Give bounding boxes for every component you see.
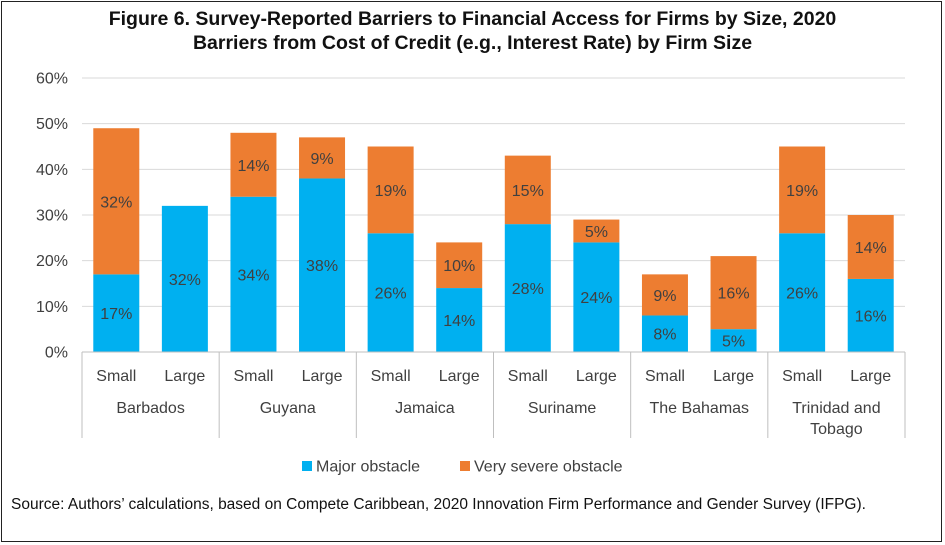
y-tick-label: 20% [36,253,68,270]
bar-major-obstacle [573,242,620,352]
y-tick-label: 60% [36,71,68,88]
data-label-major: 16% [855,308,887,325]
bar-major-obstacle [710,329,757,352]
bar-major-obstacle [641,315,688,352]
data-label-severe: 9% [310,151,333,168]
y-tick-label: 50% [36,116,68,133]
x-group-label: Trinidad and [792,400,880,417]
data-label-severe: 19% [786,183,818,200]
legend-swatch-severe [460,461,470,471]
chart-subtitle: Barriers from Cost of Credit (e.g., Inte… [192,32,753,54]
data-label-severe: 10% [443,258,475,275]
bar-major-obstacle [504,224,551,352]
data-label-major: 34% [237,267,269,284]
data-label-severe: 14% [237,158,269,175]
bar-major-obstacle [367,233,414,352]
data-label-major: 8% [653,327,676,344]
x-category-label: Large [439,368,480,385]
data-label-major: 26% [375,286,407,303]
data-label-severe: 5% [585,224,608,241]
x-category-label: Large [164,368,205,385]
figure-title: Figure 6. Survey-Reported Barriers to Fi… [108,8,837,30]
data-label-major: 28% [512,281,544,298]
x-category-label: Small [371,368,411,385]
x-group-label: Tobago [810,421,863,438]
x-group-label: Suriname [528,400,597,417]
bar-major-obstacle [230,196,277,352]
y-tick-label: 0% [45,345,68,362]
x-category-label: Small [508,368,548,385]
data-label-severe: 9% [653,288,676,305]
source-note: Source: Authors’ calculations, based on … [11,496,866,513]
legend-swatch-major [302,461,312,471]
data-label-severe: 15% [512,183,544,200]
bar-major-obstacle [847,278,894,352]
x-category-label: Large [850,368,891,385]
x-group-label: The Bahamas [649,400,749,417]
bar-major-obstacle [436,288,483,352]
x-category-label: Large [713,368,754,385]
bar-very-severe-obstacle [847,215,894,279]
data-label-severe: 14% [855,240,887,257]
bar-very-severe-obstacle [710,256,757,330]
y-tick-label: 40% [36,162,68,179]
data-label-major: 17% [100,306,132,323]
data-label-severe: 19% [375,183,407,200]
legend-label-major: Major obstacle [316,459,420,476]
bar-very-severe-obstacle [779,146,826,234]
bar-very-severe-obstacle [93,128,140,275]
bar-very-severe-obstacle [573,219,620,243]
data-label-severe: 16% [718,286,750,303]
bar-very-severe-obstacle [436,242,483,289]
bar-very-severe-obstacle [504,155,551,225]
data-label-major: 24% [580,290,612,307]
stacked-bar-chart: 0% 10% 20% 30% 40% 50% 60% 17% 32% Small 32% Large 3… [36,71,906,476]
bar-major-obstacle [299,178,346,352]
bar-very-severe-obstacle [367,146,414,234]
data-label-major: 38% [306,258,338,275]
data-label-major: 26% [786,286,818,303]
bar-major-obstacle [93,274,140,352]
x-category-label: Small [233,368,273,385]
y-tick-label: 10% [36,299,68,316]
data-label-severe: 32% [100,194,132,211]
data-label-major: 5% [722,334,745,351]
x-category-label: Large [302,368,343,385]
bar-major-obstacle [779,233,826,352]
x-category-label: Small [782,368,822,385]
x-group-label: Guyana [260,400,316,417]
bar-very-severe-obstacle [230,132,277,197]
x-group-label: Jamaica [395,400,455,417]
x-group-label: Barbados [116,400,185,417]
bar-very-severe-obstacle [299,137,346,179]
data-label-major: 14% [443,313,475,330]
x-category-label: Small [645,368,685,385]
legend-label-severe: Very severe obstacle [474,459,623,476]
x-category-label: Small [96,368,136,385]
bar-very-severe-obstacle [641,274,688,316]
y-tick-label: 30% [36,208,68,225]
data-label-major: 32% [169,272,201,289]
bar-major-obstacle [161,205,208,352]
x-category-label: Large [576,368,617,385]
